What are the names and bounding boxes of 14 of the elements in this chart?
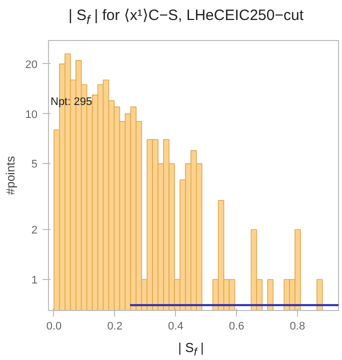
chart-title: | S$_{f}$ | for ⟨x¹⟩C−S, LHeCEIC250−cut <box>68 6 304 29</box>
x-tick-label: 0.2 <box>107 320 122 332</box>
x-tick-label: 0.0 <box>46 320 62 332</box>
annotation: Npt: 295 <box>50 96 92 108</box>
x-axis-title: | S$_{f}$ | <box>178 339 204 360</box>
y-tick-label: 20 <box>25 58 38 71</box>
x-tick-label: 0.6 <box>228 320 244 332</box>
x-tick-label: 0.8 <box>290 320 306 332</box>
x-tick-label: 0.4 <box>168 320 184 332</box>
y-tick-label: 5 <box>31 158 38 171</box>
y-axis-title: #points <box>3 156 18 195</box>
y-tick-label: 2 <box>31 224 38 237</box>
y-tick-label: 1 <box>31 274 38 286</box>
y-tick-label: 10 <box>25 108 38 121</box>
